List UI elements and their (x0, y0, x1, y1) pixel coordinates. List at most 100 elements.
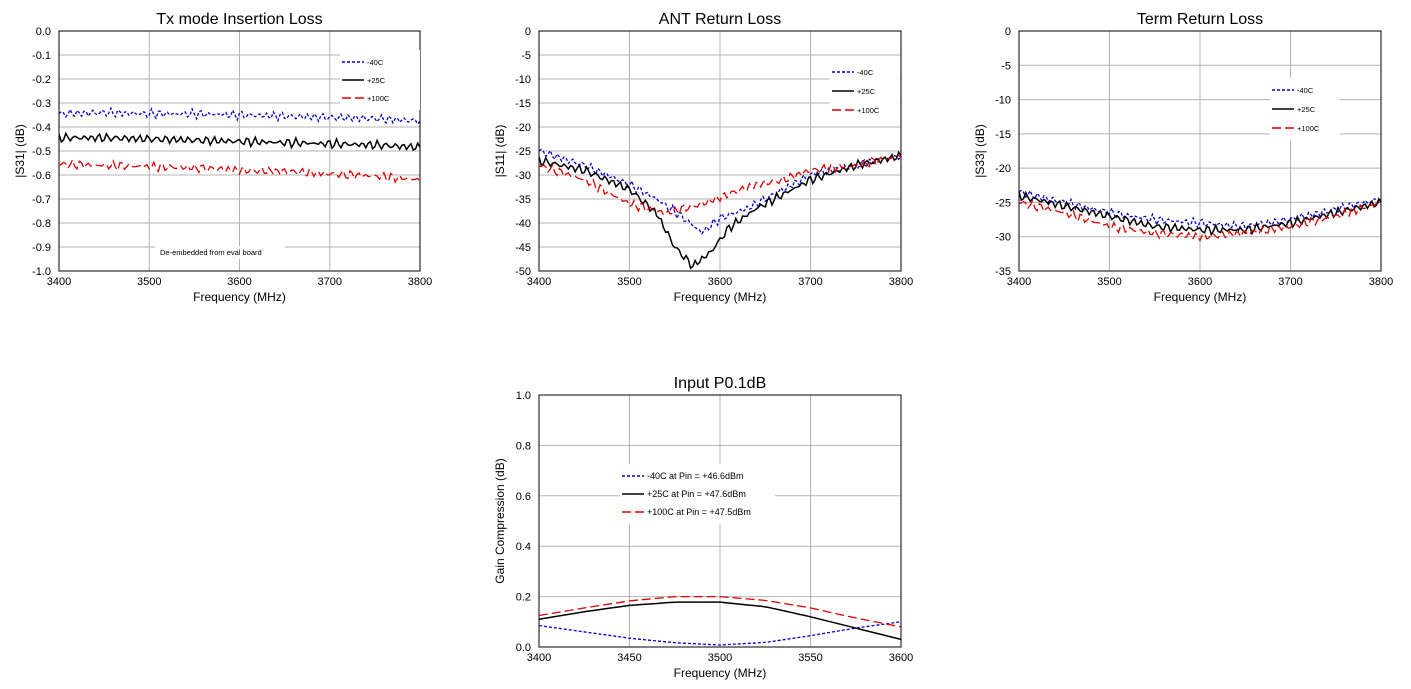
y-tick-label: 0.8 (516, 440, 531, 452)
y-tick-label: 0.0 (36, 26, 51, 38)
series-line-25c (59, 131, 420, 152)
x-tick-label: 3800 (1369, 276, 1393, 288)
x-tick-label: 3700 (798, 276, 822, 288)
x-tick-label: 3600 (227, 276, 251, 288)
legend-label: +25C (857, 87, 876, 96)
y-tick-label: -10 (515, 74, 531, 86)
chart-title: ANT Return Loss (659, 11, 781, 28)
legend-label: -40C (857, 68, 874, 77)
chart-title: Input P0.1dB (674, 375, 767, 392)
y-tick-label: -10 (995, 95, 1011, 107)
series-line-25c (539, 601, 901, 641)
y-tick-label: -45 (515, 242, 531, 254)
series-line-100c (1019, 199, 1381, 243)
y-tick-label: -20 (515, 122, 531, 134)
y-tick-label: -5 (1001, 60, 1011, 72)
plot-frame (1018, 30, 1382, 272)
chart-title: Tx mode Insertion Loss (156, 11, 322, 28)
y-tick-label: -25 (995, 197, 1011, 209)
x-tick-label: 3500 (1097, 276, 1121, 288)
x-tick-label: 3400 (1007, 276, 1031, 288)
y-tick-label: -0.8 (32, 218, 51, 230)
x-axis-label: Frequency (MHz) (674, 666, 767, 680)
y-tick-label: 0.0 (516, 642, 531, 654)
chart-2 (538, 30, 902, 272)
y-tick-label: -0.9 (32, 242, 51, 254)
series-line-40c (59, 106, 420, 126)
x-axis-label: Frequency (MHz) (1154, 290, 1247, 304)
y-tick-label: -35 (515, 194, 531, 206)
legend-label: +25C (1297, 105, 1316, 114)
y-tick-label: -1.0 (32, 266, 51, 278)
legend-label: +100C at Pin = +47.5dBm (647, 507, 751, 517)
y-tick-label: -0.4 (32, 122, 51, 134)
legend-label: -40C (367, 58, 384, 67)
chart-title: Term Return Loss (1137, 11, 1263, 28)
y-axis-label: |S31| (dB) (13, 124, 27, 178)
x-axis-label: Frequency (MHz) (193, 290, 286, 304)
annotation-box (155, 246, 285, 259)
y-axis-label: |S33| (dB) (973, 124, 987, 178)
y-tick-label: -0.2 (32, 74, 51, 86)
x-tick-label: 3400 (527, 276, 551, 288)
x-tick-label: 3500 (708, 652, 732, 664)
y-tick-label: -0.7 (32, 194, 51, 206)
legend-label: -40C (1297, 86, 1314, 95)
y-tick-label: 0 (1005, 26, 1011, 38)
series-line-100c (539, 154, 901, 216)
series-line-100c (539, 595, 901, 628)
y-tick-label: -20 (995, 163, 1011, 175)
x-axis-label: Frequency (MHz) (674, 290, 767, 304)
y-axis-label: |S11| (dB) (493, 125, 507, 178)
y-tick-label: -15 (995, 129, 1011, 141)
x-tick-label: 3700 (318, 276, 342, 288)
x-tick-label: 3500 (137, 276, 161, 288)
y-axis-label: Gain Compression (dB) (493, 458, 507, 583)
y-tick-label: -40 (515, 218, 531, 230)
series-line-40c (539, 148, 901, 235)
x-tick-label: 3400 (47, 276, 71, 288)
chart-4 (538, 394, 902, 648)
plot-frame (58, 30, 421, 272)
series-line-25c (1019, 190, 1381, 237)
x-tick-label: 3600 (1188, 276, 1212, 288)
x-tick-label: 3450 (617, 652, 641, 664)
y-tick-label: -30 (515, 170, 531, 182)
legend-box (620, 464, 775, 524)
x-tick-label: 3800 (889, 276, 913, 288)
y-tick-label: -30 (995, 232, 1011, 244)
x-tick-label: 3400 (527, 652, 551, 664)
x-tick-label: 3550 (798, 652, 822, 664)
x-tick-label: 3500 (617, 276, 641, 288)
x-tick-label: 3600 (708, 276, 732, 288)
legend-label: +100C (367, 94, 390, 103)
series-line-40c (539, 621, 901, 646)
series-line-25c (539, 150, 901, 270)
legend-label: +25C (367, 76, 386, 85)
chart-1 (58, 30, 421, 272)
y-tick-label: 0.4 (516, 541, 531, 553)
y-tick-label: 0.6 (516, 491, 531, 503)
legend-label: +25C at Pin = +47.6dBm (647, 489, 746, 499)
y-tick-label: -0.5 (32, 146, 51, 158)
y-tick-label: -15 (515, 98, 531, 110)
legend-label: +100C (857, 106, 880, 115)
y-tick-label: -0.3 (32, 98, 51, 110)
y-tick-label: 0.2 (516, 592, 531, 604)
y-tick-label: -5 (521, 50, 531, 62)
legend-label: +100C (1297, 124, 1320, 133)
y-tick-label: 1.0 (516, 390, 531, 402)
plot-frame (538, 394, 902, 648)
series-line-100c (59, 158, 420, 184)
legend-label: -40C at Pin = +46.6dBm (647, 471, 744, 481)
y-tick-label: -35 (995, 266, 1011, 278)
y-tick-label: -25 (515, 146, 531, 158)
x-tick-label: 3600 (889, 652, 913, 664)
annotation-text: De-embedded from eval board (160, 248, 262, 257)
y-tick-label: 0 (525, 26, 531, 38)
y-tick-label: -50 (515, 266, 531, 278)
series-line-40c (1019, 189, 1381, 233)
x-tick-label: 3700 (1278, 276, 1302, 288)
y-tick-label: -0.6 (32, 170, 51, 182)
